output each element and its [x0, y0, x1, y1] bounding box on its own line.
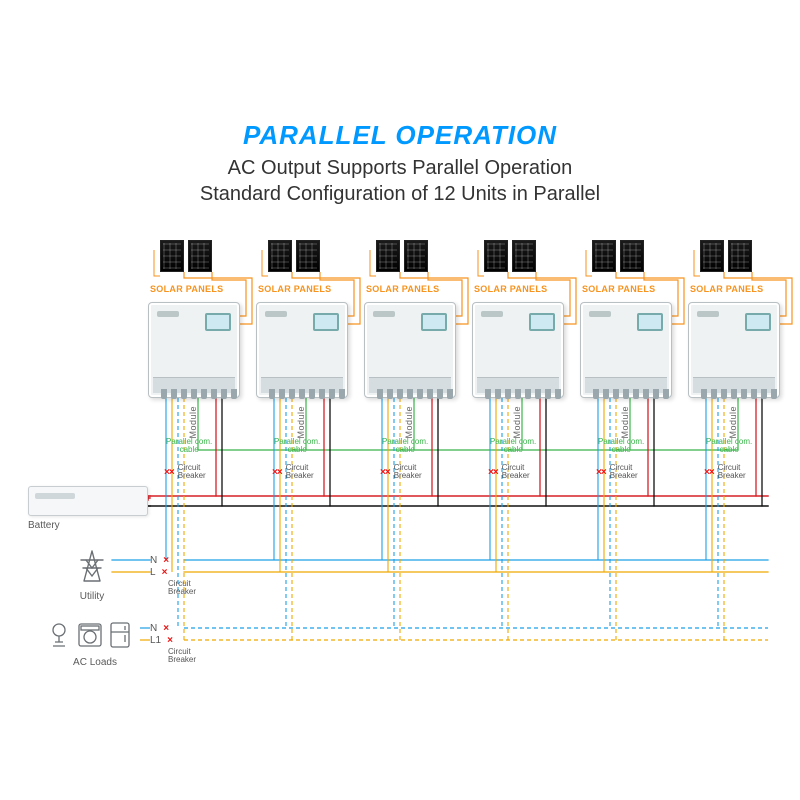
utility-breaker-label: CircuitBreaker	[168, 580, 196, 596]
battery-unit	[28, 486, 148, 516]
solar-panel-icon	[160, 240, 184, 272]
solar-panel-icon	[728, 240, 752, 272]
inverter-unit	[148, 302, 240, 398]
solar-panel-pair	[160, 240, 212, 272]
solar-panel-icon	[592, 240, 616, 272]
module-label: Module	[728, 406, 738, 439]
module-label: Module	[188, 406, 198, 439]
parallel-com-label: Parallel com.cable	[382, 438, 428, 455]
solar-panel-pair	[484, 240, 536, 272]
inverter-unit	[688, 302, 780, 398]
subtitle-line-2: Standard Configuration of 12 Units in Pa…	[0, 181, 800, 207]
module-label: Module	[620, 406, 630, 439]
circuit-breaker-label: CircuitBreaker	[286, 464, 314, 480]
solar-panel-icon	[404, 240, 428, 272]
battery-label: Battery	[28, 520, 60, 531]
solar-panel-icon	[700, 240, 724, 272]
module-label: Module	[296, 406, 306, 439]
parallel-com-label: Parallel com.cable	[490, 438, 536, 455]
loads-breaker-label: CircuitBreaker	[168, 648, 196, 664]
utility-L: L	[150, 567, 156, 578]
circuit-breaker-label: CircuitBreaker	[178, 464, 206, 480]
utility-N: N	[150, 555, 157, 566]
title: PARALLEL OPERATION	[0, 120, 800, 151]
inverter-screen-icon	[745, 313, 771, 331]
acloads-label: AC Loads	[40, 657, 150, 668]
solar-panel-icon	[512, 240, 536, 272]
inverter-screen-icon	[529, 313, 555, 331]
solar-panel-icon	[620, 240, 644, 272]
inverter-screen-icon	[637, 313, 663, 331]
solar-panel-icon	[376, 240, 400, 272]
utility-nl: N× L×	[150, 554, 169, 578]
solar-panels-label: SOLAR PANELS	[474, 284, 547, 294]
solar-panels-label: SOLAR PANELS	[366, 284, 439, 294]
subtitle: AC Output Supports Parallel Operation St…	[0, 155, 800, 207]
inverter-unit	[256, 302, 348, 398]
loads-nl: N× L1×	[150, 622, 173, 646]
acloads-block: AC Loads	[40, 620, 150, 668]
parallel-com-label: Parallel com.cable	[706, 438, 752, 455]
inverter-unit	[472, 302, 564, 398]
module-label: Module	[404, 406, 414, 439]
solar-panels-label: SOLAR PANELS	[258, 284, 331, 294]
circuit-breaker-label: CircuitBreaker	[394, 464, 422, 480]
solar-panel-icon	[484, 240, 508, 272]
subtitle-line-1: AC Output Supports Parallel Operation	[0, 155, 800, 181]
utility-label: Utility	[62, 591, 122, 602]
solar-panels-label: SOLAR PANELS	[690, 284, 763, 294]
inverter-screen-icon	[421, 313, 447, 331]
solar-panel-pair	[700, 240, 752, 272]
inverter-unit	[364, 302, 456, 398]
ac-breaker-marks: ×× CircuitBreaker	[596, 464, 638, 480]
solar-panel-pair	[376, 240, 428, 272]
loads-L1: L1	[150, 635, 161, 646]
utility-tower-icon	[74, 548, 110, 584]
ac-breaker-marks: ×× CircuitBreaker	[380, 464, 422, 480]
solar-panel-icon	[296, 240, 320, 272]
solar-panel-icon	[268, 240, 292, 272]
ac-loads-icons	[45, 620, 145, 650]
loads-N: N	[150, 623, 157, 634]
solar-panel-icon	[188, 240, 212, 272]
inverter-unit	[580, 302, 672, 398]
solar-panels-label: SOLAR PANELS	[150, 284, 223, 294]
circuit-breaker-label: CircuitBreaker	[502, 464, 530, 480]
diagram-root: PARALLEL OPERATION AC Output Supports Pa…	[0, 0, 800, 800]
ac-breaker-marks: ×× CircuitBreaker	[164, 464, 206, 480]
circuit-breaker-label: CircuitBreaker	[610, 464, 638, 480]
module-label: Module	[512, 406, 522, 439]
solar-panels-label: SOLAR PANELS	[582, 284, 655, 294]
circuit-breaker-label: CircuitBreaker	[718, 464, 746, 480]
ac-breaker-marks: ×× CircuitBreaker	[488, 464, 530, 480]
ac-breaker-marks: ×× CircuitBreaker	[704, 464, 746, 480]
parallel-com-label: Parallel com.cable	[274, 438, 320, 455]
utility-block: Utility	[62, 548, 122, 602]
parallel-com-label: Parallel com.cable	[166, 438, 212, 455]
solar-panel-pair	[268, 240, 320, 272]
ac-breaker-marks: ×× CircuitBreaker	[272, 464, 314, 480]
inverter-screen-icon	[205, 313, 231, 331]
inverter-screen-icon	[313, 313, 339, 331]
solar-panel-pair	[592, 240, 644, 272]
parallel-com-label: Parallel com.cable	[598, 438, 644, 455]
